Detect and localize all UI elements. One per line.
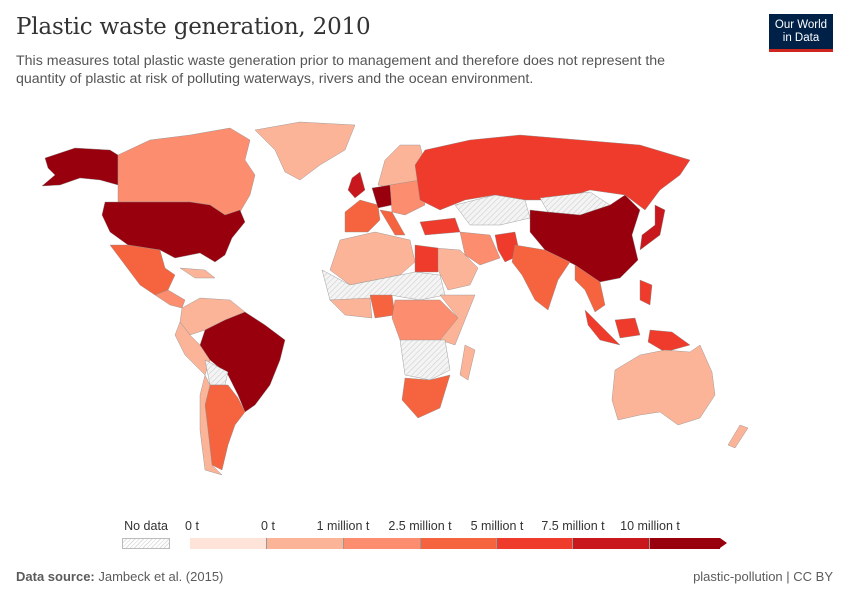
legend-label-4: 5 million t bbox=[470, 519, 524, 533]
chart-slug-license[interactable]: plastic-pollution | CC BY bbox=[693, 569, 833, 584]
country-italy[interactable] bbox=[379, 209, 406, 236]
country-india[interactable] bbox=[511, 244, 571, 311]
country-east-africa[interactable] bbox=[439, 294, 476, 346]
map-legend: No data 0 t 0 t 1 million t 2.5 million … bbox=[0, 517, 850, 553]
country-chile[interactable] bbox=[199, 374, 223, 476]
chart-subtitle: This measures total plastic waste genera… bbox=[16, 53, 666, 87]
logo-line-2: in Data bbox=[782, 32, 820, 44]
country-philippines[interactable] bbox=[639, 279, 653, 306]
country-france-spain[interactable] bbox=[344, 199, 381, 233]
legend-bin-2[interactable] bbox=[344, 538, 421, 549]
country-madagascar[interactable] bbox=[459, 344, 476, 381]
legend-bin-4[interactable] bbox=[497, 538, 573, 549]
legend-label-3: 2.5 million t bbox=[388, 519, 452, 533]
legend-bin-5[interactable] bbox=[573, 538, 650, 549]
country-new-zealand[interactable] bbox=[727, 424, 749, 449]
country-greenland[interactable] bbox=[254, 121, 356, 181]
legend-bin-0[interactable] bbox=[190, 538, 267, 549]
country-iran[interactable] bbox=[459, 231, 501, 266]
legend-no-data-label: No data bbox=[124, 519, 168, 533]
data-source: Data source: Jambeck et al. (2015) bbox=[16, 569, 223, 584]
country-southern-africa-nd[interactable] bbox=[399, 339, 451, 381]
country-central-america[interactable] bbox=[154, 289, 186, 309]
country-russia[interactable] bbox=[414, 134, 691, 211]
country-eastern-europe[interactable] bbox=[389, 179, 426, 216]
country-nigeria[interactable] bbox=[369, 294, 396, 319]
country-uk[interactable] bbox=[347, 171, 366, 199]
country-brazil[interactable] bbox=[199, 311, 286, 413]
legend-bin-3[interactable] bbox=[421, 538, 497, 549]
legend-label-1: 0 t bbox=[261, 519, 275, 533]
country-indonesia[interactable] bbox=[584, 309, 691, 353]
logo-line-1: Our World bbox=[774, 19, 828, 31]
country-turkey[interactable] bbox=[419, 217, 461, 236]
chart-title: Plastic waste generation, 2010 bbox=[16, 14, 371, 40]
country-usa[interactable] bbox=[101, 201, 246, 263]
legend-arrow-icon bbox=[720, 538, 727, 548]
country-alaska[interactable] bbox=[41, 147, 119, 187]
legend-label-5: 7.5 million t bbox=[541, 519, 605, 533]
world-map bbox=[41, 121, 749, 476]
country-caribbean[interactable] bbox=[179, 267, 216, 279]
legend-bin-6[interactable] bbox=[650, 538, 720, 549]
legend-label-6: 10 million t bbox=[620, 519, 680, 533]
country-mexico[interactable] bbox=[109, 244, 176, 296]
legend-label-0: 0 t bbox=[185, 519, 199, 533]
country-japan[interactable] bbox=[639, 204, 666, 251]
country-west-africa[interactable] bbox=[329, 297, 373, 319]
legend-label-2: 1 million t bbox=[316, 519, 370, 533]
country-southeast-asia[interactable] bbox=[574, 264, 606, 313]
country-south-africa[interactable] bbox=[401, 374, 451, 419]
legend-no-data-swatch[interactable] bbox=[122, 538, 170, 549]
legend-bin-1[interactable] bbox=[267, 538, 344, 549]
country-egypt[interactable] bbox=[414, 244, 439, 273]
country-australia[interactable] bbox=[611, 344, 716, 426]
source-link[interactable]: Jambeck et al. (2015) bbox=[98, 569, 224, 584]
owid-logo[interactable]: Our World in Data bbox=[769, 14, 833, 52]
source-label: Data source: bbox=[16, 569, 95, 584]
